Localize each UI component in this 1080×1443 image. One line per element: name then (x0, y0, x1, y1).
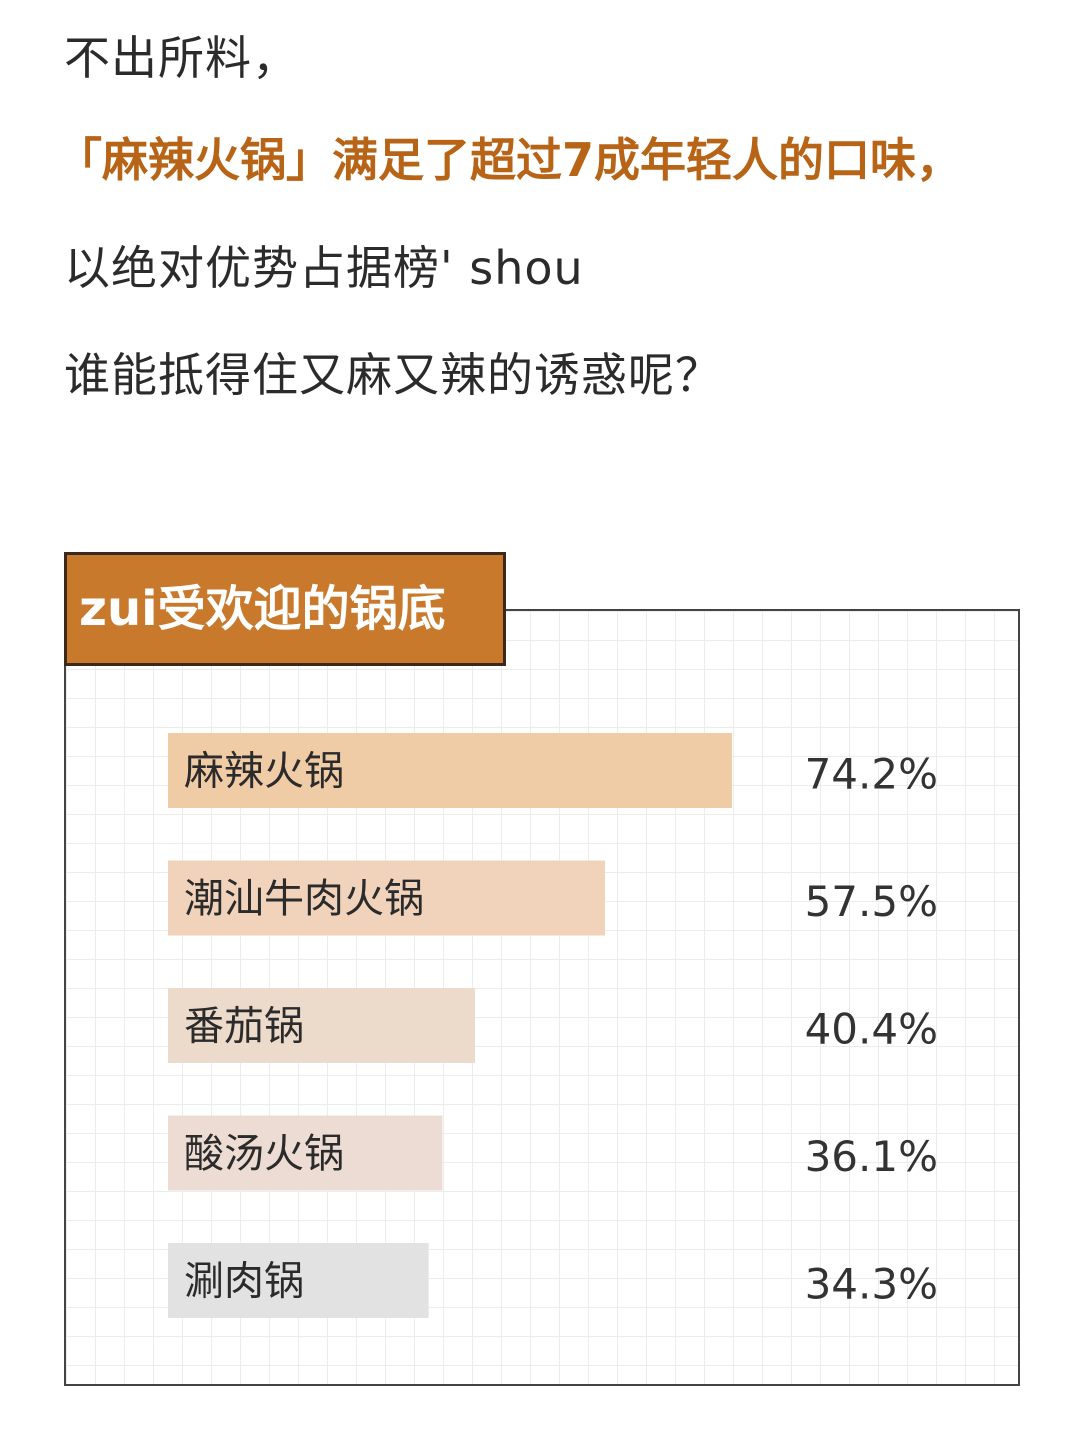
intro-line-4: 谁能抵得住又麻又辣的诱惑呢？ (64, 348, 722, 402)
bar-3 (168, 988, 476, 1063)
chart-title: zui受欢迎的锅底 (79, 581, 446, 637)
chart-title-box: zui受欢迎的锅底 (64, 552, 506, 666)
bar-value-label: 40.4% (805, 1005, 938, 1054)
intro-line-3: 以绝对优势占据榜' shou (64, 241, 584, 295)
bar-5 (168, 1243, 429, 1318)
bar-category-label: 酸汤火锅 (184, 1131, 344, 1177)
intro-line-1: 不出所料， (64, 31, 299, 85)
bar-category-label: 番茄锅 (184, 1004, 304, 1050)
bar-category-label: 麻辣火锅 (184, 749, 344, 795)
bar-category-label: 潮汕牛肉火锅 (184, 876, 424, 922)
bar-value-label: 36.1% (805, 1132, 938, 1181)
bar-4 (168, 1115, 443, 1191)
bar-category-label: 涮肉锅 (184, 1259, 304, 1305)
bar-value-label: 57.5% (805, 877, 938, 926)
bar-value-label: 74.2% (805, 750, 938, 799)
bar-1 (168, 733, 732, 808)
intro-line-2-highlight: 「麻辣火锅」满足了超过7成年轻人的口味， (56, 133, 963, 187)
bar-value-label: 34.3% (805, 1260, 938, 1309)
bar-2 (168, 860, 605, 936)
